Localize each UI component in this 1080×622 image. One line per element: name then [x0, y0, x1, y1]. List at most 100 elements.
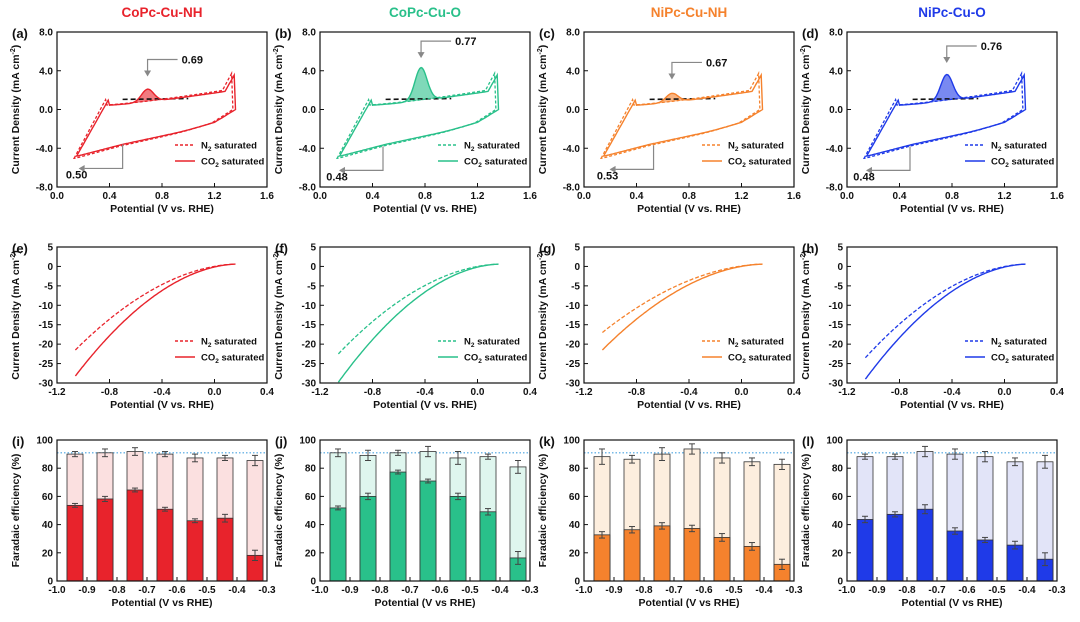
y-tick-label: -8.0	[36, 183, 54, 194]
onset-annotation: 0.48	[326, 171, 347, 183]
x-tick-label: -0.6	[168, 585, 186, 596]
y-axis-label-close: )	[537, 45, 549, 49]
x-tick-label: -1.2	[311, 387, 329, 398]
y-tick-label: -4.0	[36, 144, 54, 155]
x-tick-label: -0.3	[785, 585, 803, 596]
co2-curve	[865, 72, 1027, 157]
x-tick-label: 0.4	[260, 387, 274, 398]
x-tick-label: -0.3	[1048, 585, 1066, 596]
legend-co2-label: CO2 saturated	[201, 157, 264, 170]
panel-title: NiPc-Cu-O	[918, 5, 986, 20]
legend-sub: 2	[478, 162, 482, 169]
y-tick-label: -8.0	[563, 183, 581, 194]
x-tick-label: 0.0	[577, 191, 591, 202]
x-tick-label: -0.9	[868, 585, 886, 596]
x-tick-label: 0.8	[682, 191, 696, 202]
plot-frame	[56, 31, 268, 188]
legend-n2-label: N2 saturated	[728, 337, 784, 350]
annotation-arrowhead	[78, 164, 85, 172]
y-tick-label: -10	[829, 301, 844, 312]
x-tick-label: 0.0	[208, 387, 222, 398]
onset-annotation: 0.48	[853, 171, 874, 183]
y-tick-label: -10	[566, 301, 581, 312]
x-tick-label: -0.5	[988, 585, 1006, 596]
panel-j: -1.0 -0.9 -0.8 -0.7 -0.6 -0.5 -0.4 -0.3 0 20 40 60 8…	[273, 434, 539, 609]
annotation-arrow	[84, 144, 124, 170]
co-fe-bar	[389, 471, 407, 582]
onset-annotation: 0.50	[66, 169, 87, 181]
co2-curve	[75, 72, 237, 157]
legend-n2-label: N2 saturated	[991, 337, 1047, 350]
plot-frame	[319, 439, 531, 582]
x-tick-label: 0.4	[630, 191, 644, 202]
panel-letter: (l)	[802, 434, 814, 449]
y-tick-label: 8.0	[829, 28, 843, 39]
legend-suffix: saturated	[212, 141, 258, 152]
legend-sub: 2	[742, 162, 746, 169]
legend-suffix: saturated	[746, 157, 792, 168]
plot-frame	[846, 246, 1058, 384]
x-tick-label: 0.4	[366, 191, 380, 202]
x-tick-label: -1.2	[575, 387, 593, 398]
panel-title: CoPc-Cu-O	[389, 5, 461, 20]
x-axis-label: Potential (V vs. RHE)	[373, 203, 477, 215]
y-axis-label-sup: -2	[10, 48, 17, 54]
x-tick-label: 1.2	[471, 191, 485, 202]
x-axis-label: Potential (V vs. RHE)	[637, 399, 741, 411]
y-tick-label: 40	[305, 520, 317, 531]
y-tick-label: -4.0	[299, 144, 317, 155]
y-tick-label: 4.0	[829, 66, 843, 77]
annotation-arrow	[671, 61, 702, 75]
x-tick-label: -0.8	[628, 387, 646, 398]
y-tick-label: 40	[832, 520, 844, 531]
co-fe-bar	[916, 508, 934, 582]
legend-sub: 2	[215, 358, 219, 365]
x-tick-label: 0.0	[313, 191, 327, 202]
co-fe-bar	[66, 504, 84, 582]
y-tick-label: -15	[302, 320, 317, 331]
annotation-arrowhead	[943, 56, 951, 63]
co-fe-bar	[96, 498, 114, 582]
y-axis-label: Current Density (mA cm-2)	[10, 250, 22, 380]
annotation-arrow	[872, 146, 911, 171]
y-tick-label: 80	[569, 464, 581, 475]
y-tick-label: -15	[829, 320, 844, 331]
co-fe-bar	[713, 537, 731, 582]
y-tick-label: -15	[566, 320, 581, 331]
panel-letter: (f)	[275, 241, 288, 256]
x-tick-label: -1.2	[838, 387, 856, 398]
peak-area	[925, 74, 968, 103]
y-tick-label: 20	[42, 548, 54, 559]
x-tick-label: -0.7	[928, 585, 946, 596]
x-tick-label: 0.0	[735, 387, 749, 398]
co-fe-bar	[186, 520, 204, 582]
panel-e: -1.2 -0.8 -0.4 0.0 0.4 -30 -25 -20 -15 -10 -5 0 5 Pot…	[10, 241, 274, 411]
y-tick-label: -25	[829, 359, 844, 370]
legend-suffix: saturated	[739, 141, 785, 152]
x-tick-label: -0.8	[364, 387, 382, 398]
x-tick-label: 0.4	[787, 387, 801, 398]
x-axis-label: Potential (V vs. RHE)	[110, 203, 214, 215]
x-tick-label: 0.4	[103, 191, 117, 202]
x-axis-label: Potential (V vs. RHE)	[900, 203, 1004, 215]
x-tick-label: 1.2	[735, 191, 749, 202]
y-tick-label: 40	[42, 520, 54, 531]
x-tick-label: -0.3	[521, 585, 539, 596]
y-tick-label: 0	[837, 262, 843, 273]
peak-annotation: 0.76	[981, 41, 1002, 53]
x-tick-label: -0.4	[153, 387, 171, 398]
legend-suffix: saturated	[219, 353, 265, 364]
panel-d: 0.0 0.4 0.8 1.2 1.6 -8.0 -4.0 0.0 4.0 8.0 Potentia…	[800, 5, 1064, 215]
y-axis-label: Current Density (mA cm-2)	[800, 45, 812, 175]
y-tick-label: 5	[574, 243, 580, 254]
annotation-arrow	[946, 45, 977, 58]
x-tick-label: 0.0	[50, 191, 64, 202]
y-tick-label: 0	[47, 262, 53, 273]
x-tick-label: -0.5	[198, 585, 216, 596]
y-axis-label-sup: -2	[800, 254, 807, 260]
co-fe-bar	[1006, 544, 1024, 582]
y-tick-label: 60	[305, 492, 317, 503]
x-tick-label: -0.6	[958, 585, 976, 596]
y-tick-label: -20	[829, 340, 844, 351]
